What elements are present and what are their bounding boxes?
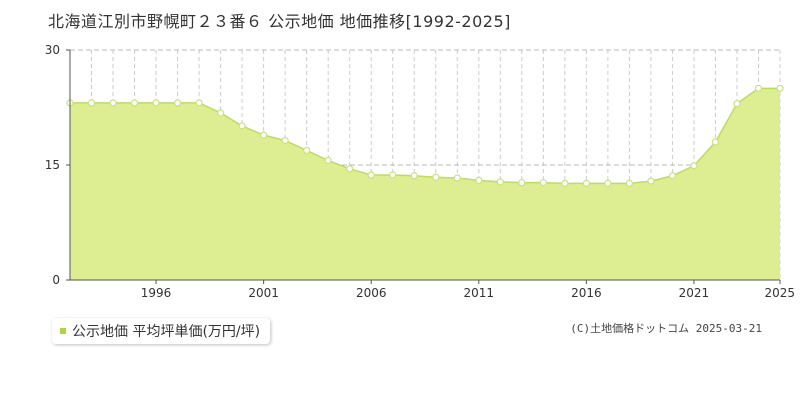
data-point <box>539 179 547 187</box>
data-point <box>389 171 397 179</box>
data-point <box>561 179 569 187</box>
axes <box>66 49 781 284</box>
data-point <box>324 156 332 164</box>
series-line <box>70 87 780 185</box>
data-point <box>346 165 354 173</box>
data-point <box>217 109 225 117</box>
data-point <box>87 99 96 107</box>
data-point <box>625 179 633 187</box>
data-point <box>776 84 784 92</box>
y-tick-label: 30 <box>45 43 60 57</box>
data-point <box>711 138 720 146</box>
data-point <box>604 179 612 187</box>
data-point <box>130 99 139 107</box>
data-point <box>518 179 526 187</box>
x-tick-label: 2001 <box>248 286 279 300</box>
x-tick-label: 2011 <box>464 286 495 300</box>
data-point <box>260 131 268 139</box>
data-point <box>754 84 763 92</box>
tick-labels: 0 15 30 1996 2001 2006 2011 2016 2021 2025 <box>45 43 795 300</box>
data-point <box>410 172 418 180</box>
x-tick-label: 2016 <box>571 286 602 300</box>
data-point <box>690 162 698 170</box>
area-fill <box>70 88 780 280</box>
data-point <box>195 99 203 107</box>
copyright-text: (C)土地価格ドットコム 2025-03-21 <box>570 322 762 335</box>
data-point <box>367 171 375 179</box>
chart-title: 北海道江別市野幌町２３番６ 公示地価 地価推移[1992-2025] <box>48 12 511 31</box>
data-point <box>453 174 461 182</box>
data-point <box>303 146 311 155</box>
legend-label: 公示地価 平均坪単価(万円/坪) <box>72 324 261 340</box>
x-tick-label: 1996 <box>141 286 172 300</box>
data-point <box>109 99 117 107</box>
area-series <box>70 87 780 280</box>
data-point <box>668 172 677 180</box>
legend-swatch <box>60 328 66 334</box>
data-point <box>281 136 289 145</box>
y-tick-label: 0 <box>52 273 60 287</box>
data-point <box>238 122 246 130</box>
y-tick-label: 15 <box>45 158 60 172</box>
data-point <box>173 99 182 107</box>
x-tick-label: 2025 <box>764 286 795 300</box>
data-point <box>152 99 160 107</box>
data-point <box>582 179 590 187</box>
data-point <box>647 177 655 185</box>
data-point <box>496 178 504 186</box>
data-point <box>733 100 741 108</box>
x-tick-label: 2006 <box>356 286 387 300</box>
data-point <box>475 176 483 184</box>
x-tick-label: 2021 <box>679 286 710 300</box>
legend: 公示地価 平均坪単価(万円/坪) <box>52 318 271 344</box>
data-point <box>432 173 440 181</box>
